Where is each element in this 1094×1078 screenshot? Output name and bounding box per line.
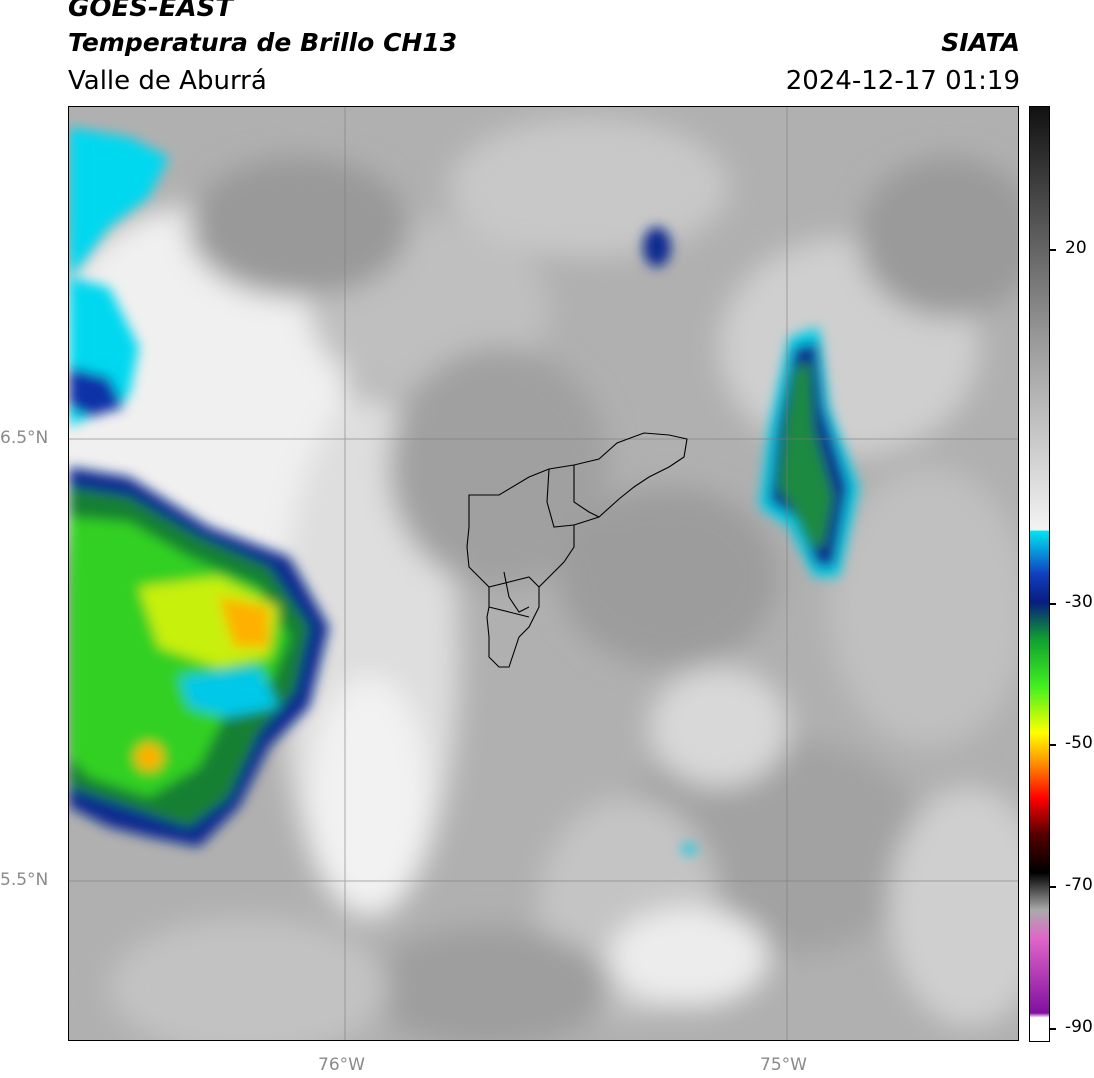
- convective-cloud-west: [69, 127, 329, 847]
- colorbar-label-minus70: -70: [1065, 875, 1093, 895]
- colorbar-label-minus90: -90: [1065, 1017, 1093, 1037]
- cloud-top-temperature-field: [69, 107, 1018, 1040]
- lon-label-75w: 75°W: [760, 1055, 807, 1075]
- colorbar: [1029, 106, 1050, 1042]
- graticule: [69, 107, 1018, 1040]
- satellite-title: GOES-EAST: [68, 0, 234, 23]
- lon-label-76w: 76°W: [318, 1055, 365, 1075]
- colorbar-tick: [1050, 886, 1056, 888]
- product-title: Temperatura de Brillo CH13: [68, 28, 458, 57]
- timestamp-label: 2024-12-17 01:19: [785, 66, 1020, 96]
- colorbar-label-minus30: -30: [1065, 592, 1093, 612]
- colorbar-tick: [1050, 1028, 1056, 1030]
- map-canvas: [69, 107, 1018, 1040]
- colorbar-label-20: 20: [1065, 238, 1087, 258]
- colorbar-tick: [1050, 744, 1056, 746]
- region-label: Valle de Aburrá: [68, 66, 267, 96]
- aburra-valley-municipal-boundaries: [466, 432, 688, 668]
- convective-cloud-east: [643, 227, 859, 854]
- colorbar-tick: [1050, 249, 1056, 251]
- lat-label-5-5: 5.5°N: [0, 870, 49, 890]
- lat-label-6-5: 6.5°N: [0, 428, 49, 448]
- satellite-map: [68, 106, 1019, 1041]
- colorbar-label-minus50: -50: [1065, 733, 1093, 753]
- brand-label: SIATA: [941, 28, 1020, 57]
- colorbar-tick: [1050, 603, 1056, 605]
